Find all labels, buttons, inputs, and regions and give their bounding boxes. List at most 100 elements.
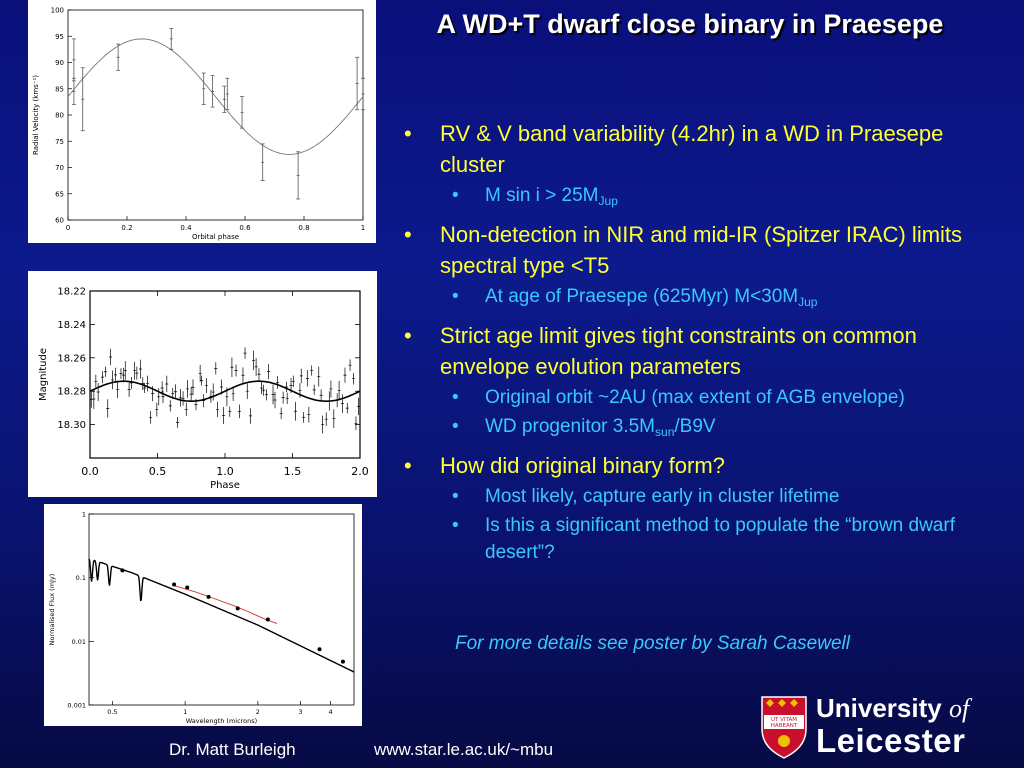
photometry-point (120, 568, 125, 573)
data-point (319, 389, 323, 402)
data-point (296, 151, 301, 200)
bullet-main: • Strict age limit gives tight constraint… (404, 320, 1004, 382)
data-point (211, 383, 215, 401)
data-point (337, 381, 341, 401)
y-tick-label: 80 (55, 112, 64, 120)
data-point (234, 364, 238, 377)
y-axis-label: Magnitude (38, 348, 49, 401)
photometry-point (206, 594, 211, 599)
y-tick-label: 95 (55, 33, 64, 41)
data-point (194, 399, 198, 411)
data-point (260, 143, 265, 182)
data-point (340, 394, 344, 414)
bullet-text: Non-detection in NIR and mid-IR (Spitzer… (440, 222, 963, 278)
bullet-text: RV & V band variability (4.2hr) in a WD … (440, 121, 944, 177)
photometry-point (172, 582, 177, 587)
photometry-point (185, 585, 190, 590)
data-point (161, 390, 165, 403)
data-point (299, 368, 303, 384)
x-tick-label: 3 (298, 708, 302, 716)
data-point (327, 391, 331, 411)
data-point (324, 412, 328, 426)
university-logo: UT VITAM HABEANT University of Leicester (760, 693, 1005, 759)
y-tick-label: 18.22 (57, 287, 86, 298)
data-point (275, 376, 279, 389)
data-point (245, 383, 249, 399)
data-point (357, 397, 361, 415)
data-point (116, 380, 120, 399)
data-point (181, 391, 185, 406)
data-point (127, 382, 131, 397)
data-point (215, 401, 219, 418)
x-tick-label: 2.0 (351, 465, 369, 478)
bullet-dot-icon: • (404, 222, 412, 247)
data-point (94, 374, 98, 389)
bullet-dot-icon: • (452, 486, 459, 507)
data-point (80, 67, 85, 132)
bullet-sub: • M sin i > 25MJup (404, 182, 1004, 215)
data-point (201, 72, 206, 105)
x-tick-label: 2 (256, 708, 260, 716)
data-point (129, 377, 133, 389)
data-point (89, 391, 93, 408)
sed-plot: 0.5 1 2 3 4 0.001 0.01 0.1 1 Wavelength (microns)… (44, 504, 362, 726)
slide-title: A WD+T dwarf close binary in Praesepe (436, 9, 944, 39)
plot-frame (89, 290, 361, 459)
data-point (279, 407, 283, 420)
data-point (92, 389, 96, 410)
data-point (260, 381, 264, 395)
x-tick-label: 0.6 (239, 224, 251, 232)
observed-spectrum (173, 585, 278, 625)
data-point (133, 361, 137, 380)
data-point (271, 384, 275, 405)
x-axis-label: Orbital phase (192, 233, 239, 241)
x-tick-label: 0.0 (81, 465, 99, 478)
bullet-sub: • WD progenitor 3.5Msun/B9V (404, 413, 1004, 446)
photometry-point (317, 647, 322, 652)
data-point (355, 56, 360, 111)
svg-text:HABEANT: HABEANT (771, 723, 798, 729)
footer-url[interactable]: www.star.le.ac.uk/~mbu (374, 740, 554, 759)
poster-note: For more details see poster by Sarah Cas… (455, 633, 850, 654)
photometry-point (340, 659, 345, 664)
data-point (254, 357, 258, 376)
data-point (343, 367, 347, 383)
data-point (284, 381, 288, 393)
data-point (312, 384, 316, 396)
bullet-sub: • Most likely, capture early in cluster l… (404, 483, 1004, 510)
data-point (185, 380, 189, 398)
bullet-main: • How did original binary form? (404, 450, 1004, 481)
data-point (114, 367, 118, 382)
data-point (252, 350, 256, 371)
data-point (100, 371, 104, 384)
data-point (219, 379, 223, 395)
data-point (149, 411, 153, 424)
data-point (146, 375, 150, 392)
data-point (281, 391, 285, 404)
y-axis-label: Normalised Flux (mJy) (48, 574, 56, 646)
y-tick-label: 18.26 (57, 353, 86, 364)
data-point (302, 412, 306, 423)
model-curve (89, 380, 361, 402)
data-point (249, 408, 253, 424)
data-point (141, 377, 145, 390)
y-tick-label: 18.24 (57, 320, 86, 331)
bullet-dot-icon: • (452, 286, 459, 307)
y-tick-label: 0.1 (76, 574, 86, 582)
data-point (221, 407, 225, 424)
x-tick-label: 0.4 (180, 224, 192, 232)
bullet-dot-icon: • (404, 323, 412, 348)
data-point (174, 384, 178, 400)
y-tick-label: 85 (55, 85, 64, 93)
data-point (198, 364, 202, 382)
data-point (165, 375, 169, 393)
radial-velocity-plot: 0 0.2 0.4 0.6 0.8 1 60 65 70 75 80 85 90 95 100 Orbital… (28, 0, 376, 243)
y-tick-label: 100 (51, 7, 64, 15)
data-point (191, 379, 195, 396)
data-point (261, 384, 265, 396)
data-point (329, 380, 333, 398)
data-point (214, 362, 218, 375)
data-point (335, 393, 339, 408)
bullet-dot-icon: • (404, 453, 412, 478)
data-point (237, 404, 241, 419)
